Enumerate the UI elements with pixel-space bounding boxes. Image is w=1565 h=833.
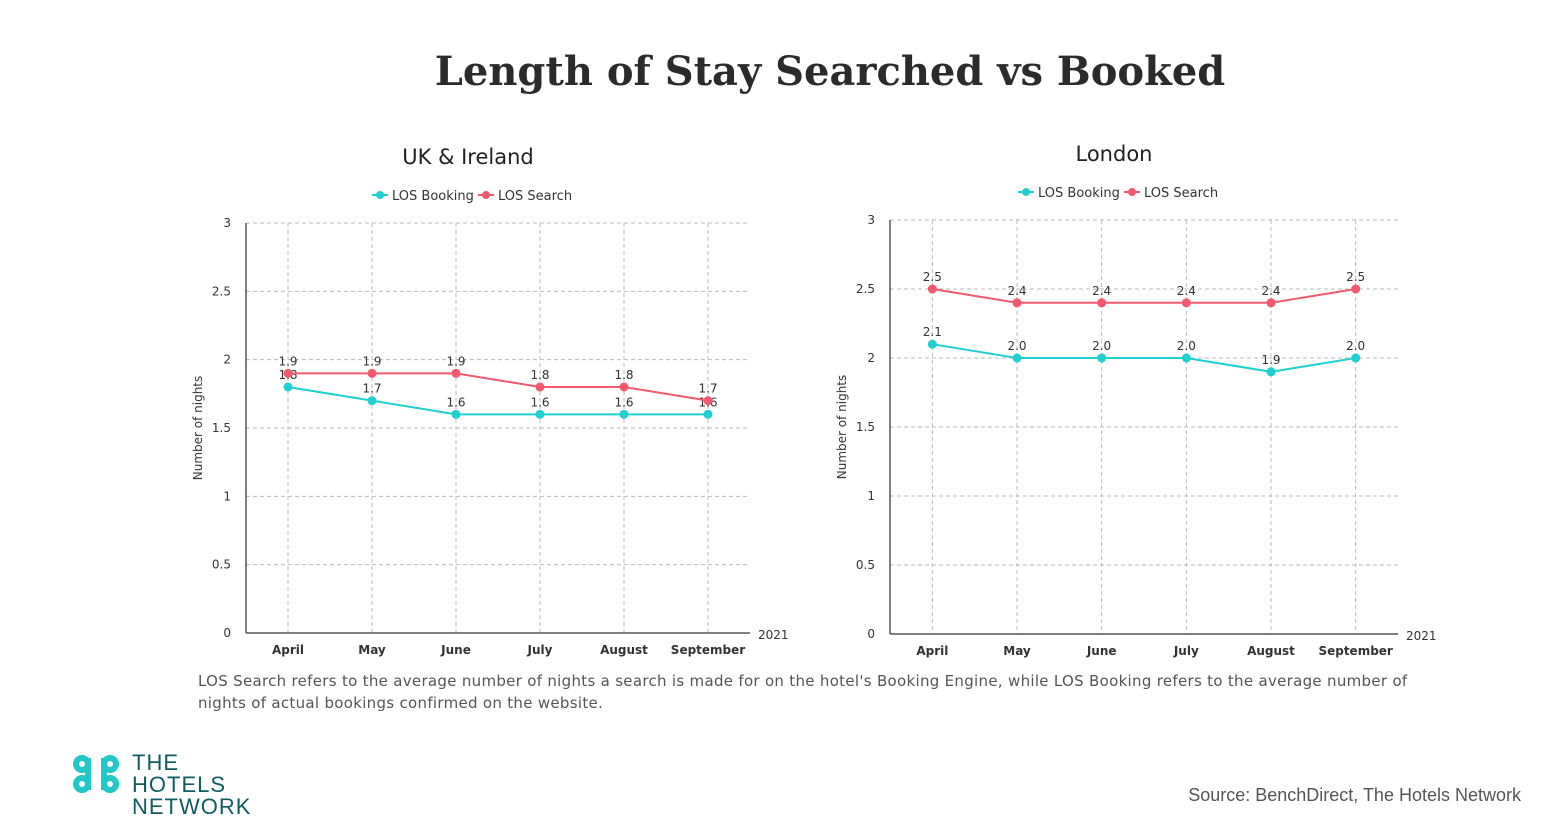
x-tick-label: April — [916, 644, 948, 658]
data-label: 1.9 — [1261, 353, 1280, 367]
x-tick-label: July — [1173, 644, 1199, 658]
data-label: 2.4 — [1177, 284, 1196, 298]
data-point — [283, 382, 293, 392]
data-point — [1266, 298, 1276, 308]
data-label: 1.9 — [362, 354, 381, 368]
x-tick-label: April — [272, 643, 304, 657]
data-point — [535, 382, 545, 392]
data-point — [451, 368, 461, 378]
data-point — [367, 396, 377, 406]
data-point — [283, 368, 293, 378]
data-point — [703, 409, 713, 419]
data-point — [535, 409, 545, 419]
x-tick-label: September — [671, 643, 745, 657]
data-point — [927, 284, 937, 294]
data-label: 2.4 — [1007, 284, 1026, 298]
x-axis-label: 2021 — [758, 628, 789, 642]
data-label: 1.8 — [530, 368, 549, 382]
y-tick-label: 2.5 — [212, 284, 231, 298]
data-point — [927, 339, 937, 349]
y-tick-label: 2.5 — [856, 282, 875, 296]
data-point — [451, 409, 461, 419]
data-label: 2.5 — [923, 270, 942, 284]
y-axis-label: Number of nights — [191, 376, 205, 481]
data-label: 1.6 — [446, 395, 465, 409]
chart-title: London — [1076, 142, 1153, 166]
data-label: 1.9 — [278, 354, 297, 368]
y-axis-label: Number of nights — [835, 375, 849, 480]
data-point — [619, 409, 629, 419]
x-tick-label: May — [358, 643, 386, 657]
data-label: 2.0 — [1177, 339, 1196, 353]
brand-line: THE — [132, 750, 179, 775]
x-tick-label: August — [1247, 644, 1295, 658]
x-tick-label: June — [1086, 644, 1117, 658]
y-tick-label: 0.5 — [212, 558, 231, 572]
source-text: Source: BenchDirect, The Hotels Network — [1188, 785, 1521, 805]
data-point — [1266, 367, 1276, 377]
data-point — [703, 396, 713, 406]
legend-marker — [1128, 188, 1136, 196]
y-tick-label: 1.5 — [212, 421, 231, 435]
data-label: 2.4 — [1261, 284, 1280, 298]
legend-label: LOS Search — [1144, 186, 1218, 201]
data-label: 1.6 — [614, 395, 633, 409]
data-point — [1351, 284, 1361, 294]
x-tick-label: July — [527, 643, 553, 657]
chart-title: UK & Ireland — [402, 145, 534, 169]
data-point — [1012, 353, 1022, 363]
footnote: LOS Search refers to the average number … — [198, 672, 1408, 712]
y-tick-label: 2 — [223, 353, 231, 367]
y-tick-label: 1 — [867, 489, 875, 503]
data-point — [619, 382, 629, 392]
data-point — [1097, 298, 1107, 308]
y-tick-label: 1 — [223, 489, 231, 503]
legend-marker — [482, 191, 490, 199]
data-point — [1351, 353, 1361, 363]
data-label: 1.8 — [614, 368, 633, 382]
page-title: Length of Stay Searched vs Booked — [434, 48, 1226, 95]
data-label: 1.7 — [362, 382, 381, 396]
legend-marker — [376, 191, 384, 199]
data-point — [1181, 298, 1191, 308]
data-label: 2.0 — [1092, 339, 1111, 353]
x-tick-label: June — [440, 643, 471, 657]
data-label: 2.0 — [1346, 339, 1365, 353]
y-tick-label: 3 — [223, 216, 231, 230]
data-label: 1.7 — [698, 382, 717, 396]
legend-label: LOS Search — [498, 189, 572, 204]
y-tick-label: 1.5 — [856, 420, 875, 434]
data-point — [1097, 353, 1107, 363]
series-line — [287, 386, 708, 416]
y-tick-label: 0 — [867, 627, 875, 641]
x-tick-label: September — [1318, 644, 1392, 658]
y-tick-label: 0 — [223, 626, 231, 640]
data-label: 2.5 — [1346, 270, 1365, 284]
data-point — [1181, 353, 1191, 363]
series-line — [932, 343, 1356, 373]
brand-line: NETWORK — [132, 794, 252, 819]
data-label: 1.6 — [530, 395, 549, 409]
data-label: 2.0 — [1007, 339, 1026, 353]
data-point — [367, 368, 377, 378]
legend-label: LOS Booking — [392, 189, 474, 204]
series-line — [288, 372, 709, 402]
logo-icon — [73, 755, 119, 793]
legend-label: LOS Booking — [1038, 186, 1120, 201]
series-line — [932, 288, 1356, 304]
x-tick-label: May — [1003, 644, 1031, 658]
y-tick-label: 3 — [867, 213, 875, 227]
y-tick-label: 2 — [867, 351, 875, 365]
data-label: 2.1 — [923, 325, 942, 339]
y-tick-label: 0.5 — [856, 558, 875, 572]
x-axis-label: 2021 — [1406, 629, 1437, 643]
data-label: 2.4 — [1092, 284, 1111, 298]
data-label: 1.9 — [446, 354, 465, 368]
brand-line: HOTELS — [132, 772, 227, 797]
x-tick-label: August — [600, 643, 648, 657]
legend-marker — [1022, 188, 1030, 196]
data-point — [1012, 298, 1022, 308]
